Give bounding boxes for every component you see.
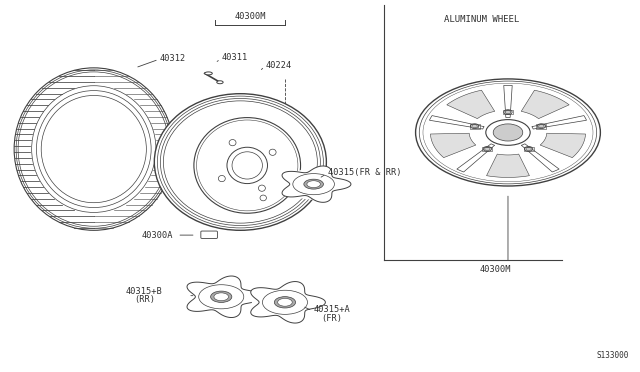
Polygon shape — [504, 85, 512, 118]
Polygon shape — [251, 282, 325, 323]
Text: 40300M: 40300M — [479, 264, 511, 273]
Ellipse shape — [504, 110, 512, 115]
Polygon shape — [187, 276, 262, 318]
Ellipse shape — [188, 279, 254, 314]
Ellipse shape — [46, 100, 141, 198]
Ellipse shape — [537, 124, 545, 129]
Ellipse shape — [505, 110, 511, 114]
Ellipse shape — [229, 140, 236, 146]
Text: 40224: 40224 — [266, 61, 292, 70]
Ellipse shape — [259, 185, 266, 191]
Polygon shape — [282, 166, 351, 202]
Ellipse shape — [269, 149, 276, 155]
Polygon shape — [431, 133, 476, 158]
Ellipse shape — [232, 152, 262, 179]
Ellipse shape — [283, 169, 344, 200]
Text: 40315+B: 40315+B — [125, 287, 163, 296]
FancyBboxPatch shape — [201, 231, 218, 238]
Polygon shape — [429, 116, 484, 129]
Text: 40311: 40311 — [221, 53, 248, 62]
Polygon shape — [522, 144, 559, 172]
Ellipse shape — [275, 296, 296, 308]
Ellipse shape — [278, 298, 292, 306]
Text: 40315+A: 40315+A — [314, 305, 350, 314]
Ellipse shape — [205, 72, 212, 75]
Ellipse shape — [483, 147, 492, 151]
Text: 40300A: 40300A — [141, 231, 173, 240]
Ellipse shape — [539, 125, 544, 128]
Polygon shape — [457, 144, 495, 172]
Ellipse shape — [526, 147, 531, 151]
Ellipse shape — [252, 285, 318, 320]
Text: ALUMINUM WHEEL: ALUMINUM WHEEL — [444, 15, 520, 23]
Ellipse shape — [194, 118, 301, 213]
Ellipse shape — [218, 176, 225, 182]
Ellipse shape — [524, 147, 532, 151]
Ellipse shape — [227, 147, 268, 184]
Polygon shape — [532, 116, 586, 129]
Ellipse shape — [211, 291, 232, 302]
Polygon shape — [447, 90, 495, 119]
Ellipse shape — [260, 195, 266, 201]
Ellipse shape — [304, 179, 323, 189]
Text: S133000: S133000 — [596, 351, 629, 360]
Text: 40315(FR & RR): 40315(FR & RR) — [328, 168, 401, 177]
Polygon shape — [486, 154, 529, 177]
Ellipse shape — [484, 147, 490, 151]
Polygon shape — [540, 133, 586, 158]
Ellipse shape — [486, 120, 530, 145]
Polygon shape — [521, 90, 569, 119]
Text: (FR): (FR) — [321, 314, 342, 323]
Ellipse shape — [472, 125, 477, 128]
Text: (RR): (RR) — [134, 295, 155, 304]
Ellipse shape — [415, 79, 600, 186]
Text: 40312: 40312 — [159, 54, 186, 63]
Ellipse shape — [307, 181, 321, 187]
Ellipse shape — [14, 68, 173, 230]
Ellipse shape — [217, 81, 223, 84]
Ellipse shape — [470, 124, 479, 129]
Ellipse shape — [154, 94, 326, 230]
Text: 40300M: 40300M — [234, 12, 266, 22]
Ellipse shape — [214, 293, 228, 301]
Ellipse shape — [493, 124, 523, 141]
